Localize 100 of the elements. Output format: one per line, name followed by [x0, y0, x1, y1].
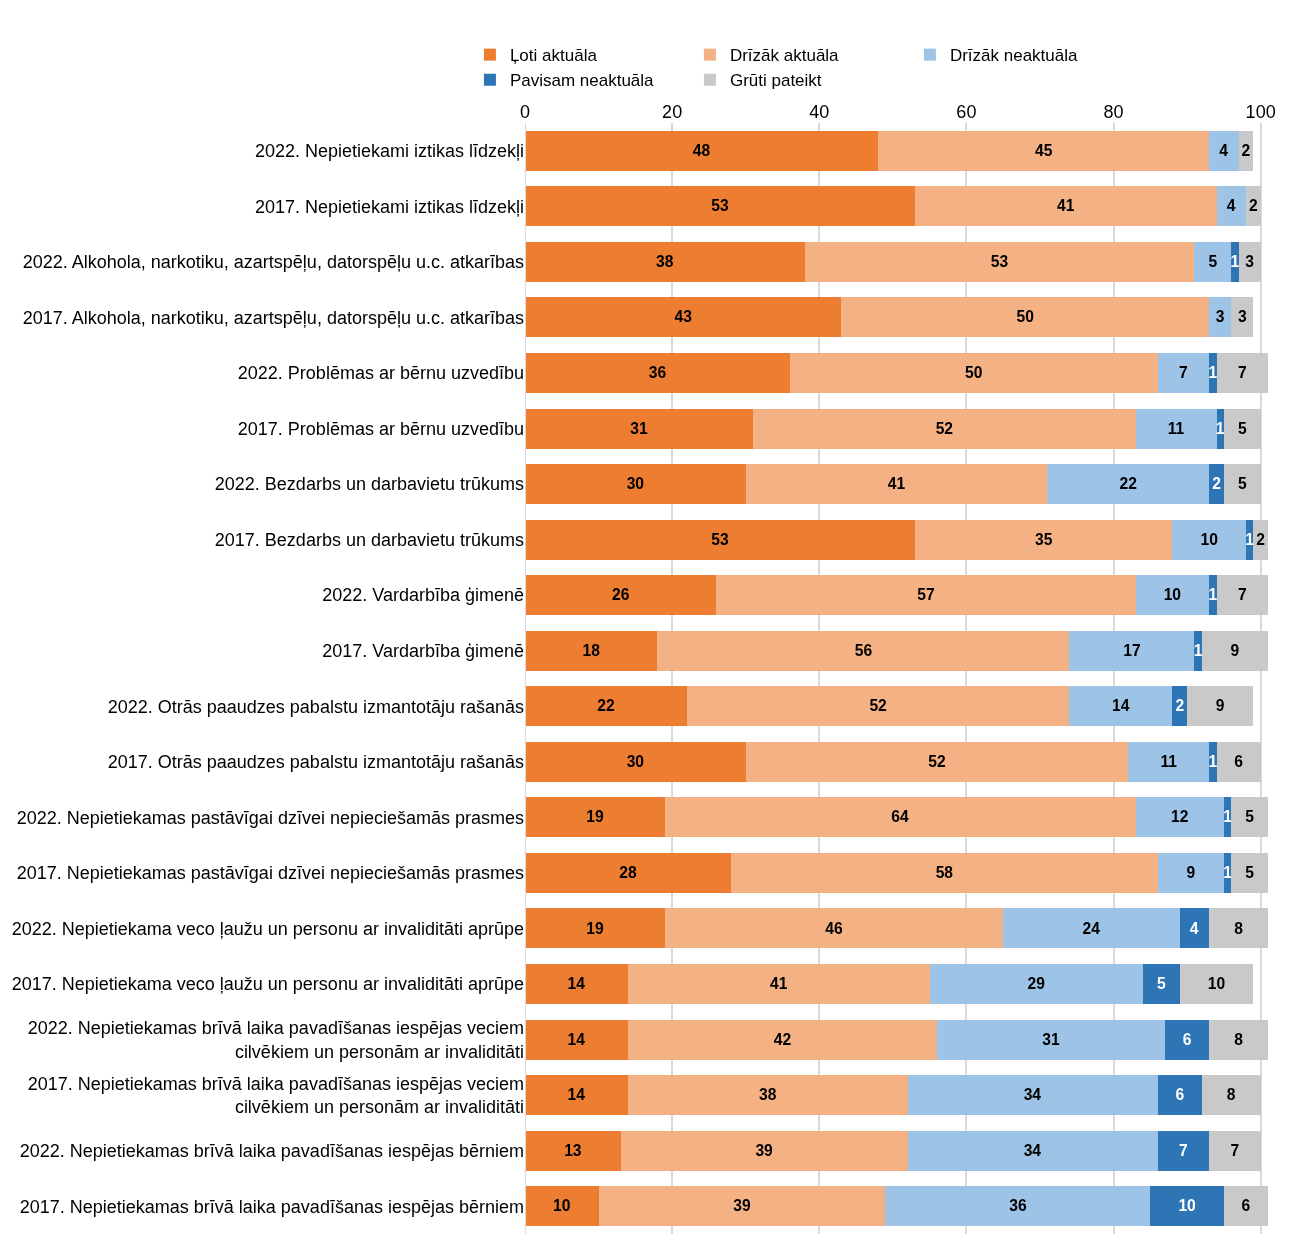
data-label: 36: [648, 364, 667, 382]
bar: [525, 852, 731, 893]
data-label: 26: [611, 586, 630, 604]
data-label: 41: [1057, 197, 1075, 215]
data-label: 50: [1016, 308, 1035, 326]
data-label: 64: [891, 808, 909, 826]
bar: [1216, 352, 1268, 393]
bar: [1216, 741, 1261, 782]
data-label: 1: [1223, 863, 1233, 881]
bar: [1201, 630, 1268, 671]
data-label: 3: [1245, 252, 1255, 270]
data-label: 52: [928, 752, 946, 770]
y-tick-label: 2022. Vardarbība ģimenē: [322, 585, 524, 606]
bar: [525, 575, 717, 616]
bar: [1245, 186, 1261, 227]
bar: [1047, 464, 1210, 505]
bar: [1223, 1186, 1268, 1227]
data-label: 7: [1179, 1141, 1188, 1159]
bar: [1209, 1130, 1261, 1171]
bar: [1209, 1019, 1268, 1060]
bar: [525, 741, 746, 782]
data-label: 42: [773, 1030, 792, 1048]
bar: [525, 686, 687, 727]
y-tick-label: 2017. Vardarbība ģimenē: [322, 641, 524, 662]
data-label: 48: [692, 141, 711, 159]
data-label: 10: [1200, 530, 1219, 548]
data-label: 9: [1230, 641, 1240, 659]
bar: [1209, 575, 1217, 616]
data-label: 1: [1223, 808, 1233, 826]
bar: [525, 464, 746, 505]
data-label: 31: [1042, 1030, 1060, 1048]
bar: [1209, 464, 1224, 505]
data-label: 41: [770, 975, 788, 993]
bar: [745, 741, 1129, 782]
data-label: 2: [1175, 697, 1185, 715]
data-label: 14: [1111, 697, 1130, 715]
legend-label: Drīzāk neaktuāla: [949, 46, 1079, 66]
bar: [1135, 408, 1217, 449]
bar: [1201, 1075, 1261, 1116]
data-label: 14: [567, 1086, 586, 1104]
bar: [1142, 964, 1180, 1005]
data-label: 24: [1082, 919, 1101, 937]
data-label: 10: [1207, 975, 1226, 993]
bar: [1238, 241, 1261, 282]
data-label: 30: [626, 475, 645, 493]
data-label: 6: [1182, 1030, 1192, 1048]
data-label: 5: [1245, 808, 1255, 826]
data-label: 7: [1237, 364, 1247, 382]
data-label: 50: [965, 364, 983, 382]
data-label: 6: [1234, 752, 1244, 770]
data-label: 22: [597, 697, 615, 715]
bar: [1172, 519, 1246, 560]
bar: [789, 352, 1158, 393]
data-label: 43: [674, 308, 693, 326]
bar: [1209, 297, 1232, 338]
data-label: 5: [1156, 975, 1166, 993]
data-label: 34: [1023, 1141, 1042, 1159]
y-tick-label: 2017. Bezdarbs un darbavietu trūkums: [214, 529, 524, 550]
data-label: 13: [564, 1141, 582, 1159]
data-label: 11: [1160, 752, 1178, 770]
bar: [525, 1075, 628, 1116]
bar: [664, 908, 1004, 949]
bar: [627, 1019, 937, 1060]
bar: [1179, 908, 1210, 949]
bar: [1157, 1130, 1210, 1171]
data-label: 5: [1245, 863, 1255, 881]
y-tick-label: 2022. Problēmas ar bērnu uzvedību: [237, 363, 524, 384]
data-label: 53: [711, 530, 729, 548]
data-label: 12: [1171, 808, 1189, 826]
data-label: 56: [854, 641, 873, 659]
data-label: 14: [567, 975, 586, 993]
bar: [1216, 186, 1246, 227]
data-label: 41: [887, 475, 906, 493]
data-label: 6: [1241, 1197, 1251, 1215]
data-label: 4: [1226, 197, 1236, 215]
bar: [885, 1186, 1151, 1227]
bar: [878, 130, 1210, 171]
data-label: 38: [759, 1086, 777, 1104]
bar: [1253, 519, 1268, 560]
bar: [914, 186, 1217, 227]
data-label: 31: [630, 419, 649, 437]
data-label: 30: [626, 752, 645, 770]
y-tick-label: 2022. Nepietiekamas pastāvīgai dzīvei nepieciešamās prasmes: [16, 807, 524, 828]
bar: [1069, 686, 1173, 727]
bar: [1209, 741, 1217, 782]
data-label: 1: [1208, 752, 1218, 770]
bar: [525, 797, 665, 838]
data-label: 39: [733, 1197, 752, 1215]
y-tick-label: 2017. Problēmas ar bērnu uzvedību: [237, 418, 524, 439]
bar: [1165, 1019, 1210, 1060]
data-label: 35: [1034, 530, 1053, 548]
bar: [525, 630, 658, 671]
data-label: 2: [1256, 530, 1266, 548]
bar: [1223, 408, 1261, 449]
data-label: 7: [1230, 1141, 1240, 1159]
data-label: 2: [1212, 475, 1222, 493]
bar: [716, 575, 1136, 616]
data-label: 4: [1189, 919, 1199, 937]
bar: [936, 1019, 1166, 1060]
data-label: 6: [1175, 1086, 1185, 1104]
